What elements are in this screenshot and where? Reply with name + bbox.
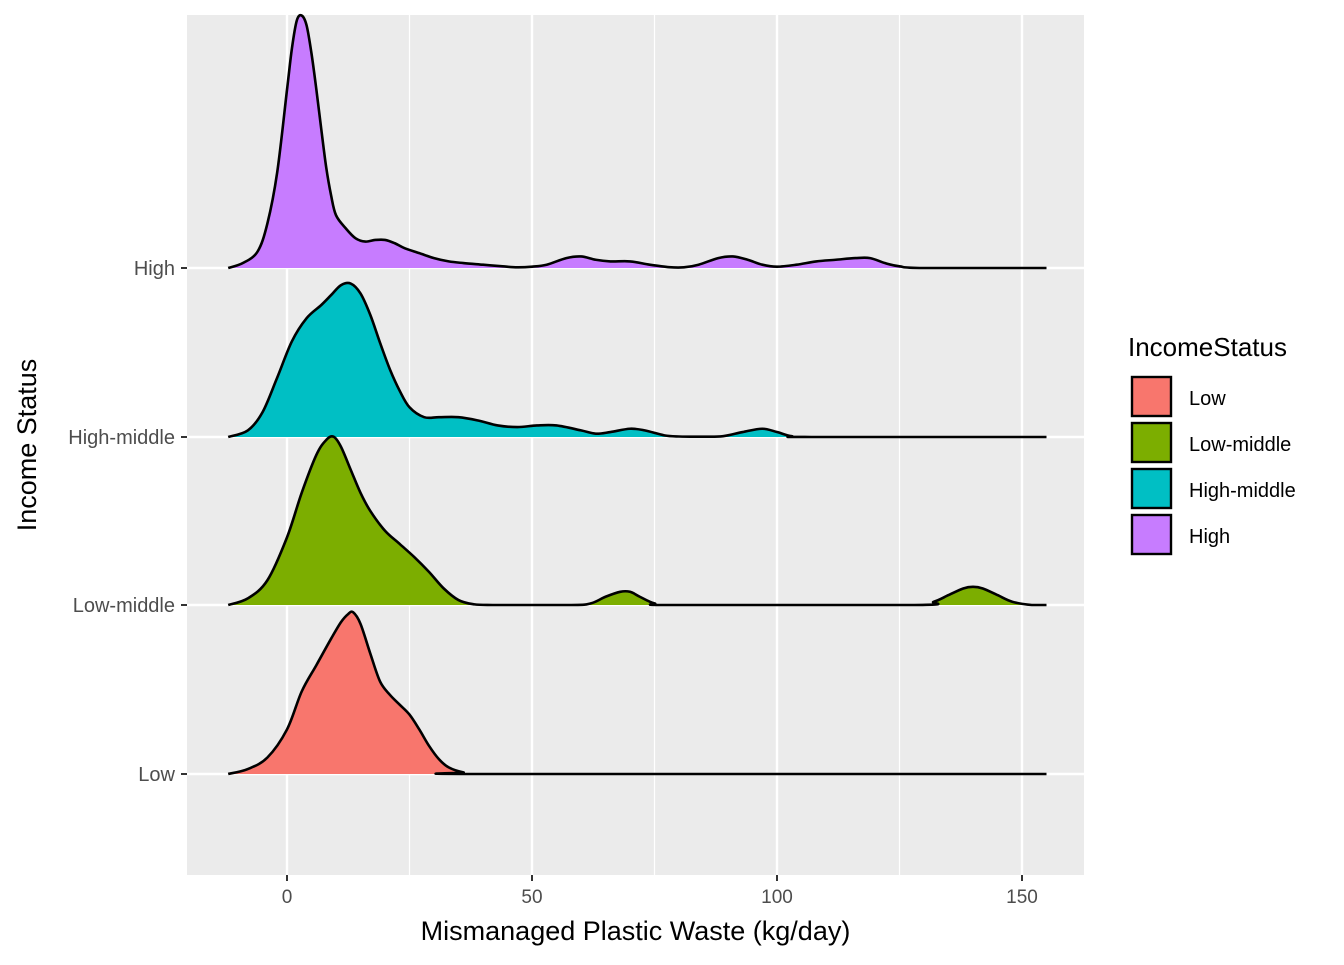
y-tick-label: Low-middle [73,595,175,617]
legend-swatch [1130,421,1173,464]
ridge-fill-high-middle [228,282,1047,437]
y-axis-label: Income Status [12,359,42,532]
x-axis-label: Mismanaged Plastic Waste (kg/day) [421,916,851,946]
x-tick-label: 0 [282,887,293,908]
x-tick-label: 100 [761,887,793,908]
ridge-low [227,610,1047,776]
x-tick-label: 50 [521,887,542,908]
ridge-high-middle [227,281,1047,439]
legend: IncomeStatus Low Low-middle High-middle Hig… [1128,332,1296,556]
ridge-outline-low [227,610,1047,776]
ridge-outline-high-middle [227,281,1047,439]
legend-swatch [1130,467,1173,510]
ridge-high [227,13,1047,270]
legend-label: High [1189,526,1230,548]
y-axis: Low Low-middle High-middle High [68,258,187,786]
x-axis: 0 50 100 150 [282,875,1038,908]
legend-label: High-middle [1189,480,1296,502]
legend-label: Low-middle [1189,434,1291,456]
y-tick-label: High [134,258,175,280]
legend-swatch [1130,513,1173,556]
legend-swatch [1130,375,1173,418]
y-tick-label: High-middle [68,427,175,449]
ridge-low-middle [227,435,1047,607]
density-ridges [227,13,1047,776]
ridge-fill-high [228,15,1047,269]
ridge-outline-low-middle [227,435,1047,607]
legend-title: IncomeStatus [1128,332,1287,362]
y-tick-label: Low [138,764,175,786]
legend-label: Low [1189,388,1226,410]
x-tick-label: 150 [1006,887,1038,908]
ridge-outline-high [227,13,1047,270]
ridge-fill-low [228,611,1047,774]
